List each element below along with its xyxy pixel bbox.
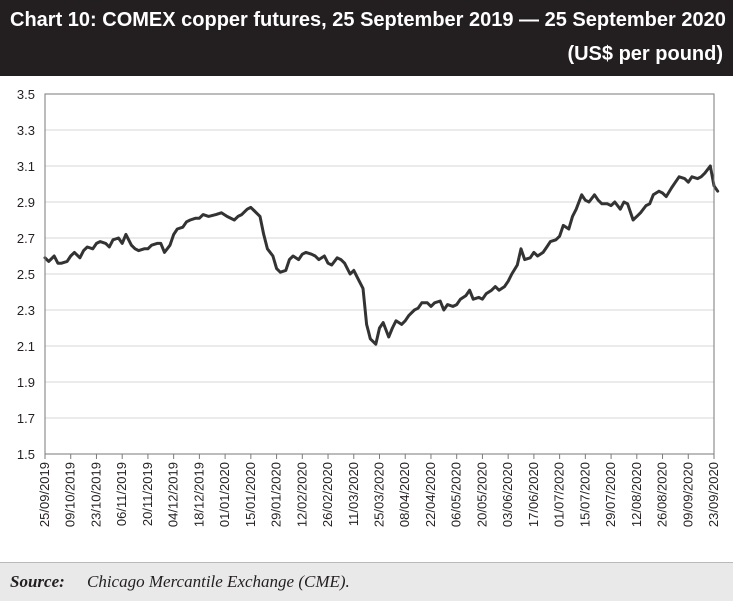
chart-header: Chart 10: COMEX copper futures, 25 Septe…	[0, 0, 733, 76]
x-tick-label: 08/04/2020	[397, 462, 412, 527]
source-footer: Source: Chicago Mercantile Exchange (CME…	[0, 562, 733, 601]
y-axis-ticks: 1.5 1.7 1.9 2.1 2.3 2.5 2.7 2.9 3.1 3.3 3.5	[17, 87, 35, 462]
x-tick-label: 25/09/2019	[37, 462, 52, 527]
x-tick-label: 26/02/2020	[320, 462, 335, 527]
x-tick-label: 26/08/2020	[655, 462, 670, 527]
x-tick-label: 04/12/2019	[166, 462, 181, 527]
x-tick-label: 23/09/2020	[706, 462, 721, 527]
x-tick-label: 18/12/2019	[191, 462, 206, 527]
x-axis-ticks: 25/09/2019 09/10/2019 23/10/2019 06/11/2019…	[37, 454, 721, 527]
series-line	[43, 164, 720, 346]
x-tick-label: 12/08/2020	[629, 462, 644, 527]
gridlines	[45, 93, 714, 455]
x-tick-label: 15/07/2020	[577, 462, 592, 527]
y-tick-label: 2.5	[17, 267, 35, 282]
y-tick-label: 3.1	[17, 159, 35, 174]
x-tick-label: 29/07/2020	[603, 462, 618, 527]
y-tick-label: 2.3	[17, 303, 35, 318]
x-tick-label: 22/04/2020	[423, 462, 438, 527]
chart-area: 1.5 1.7 1.9 2.1 2.3 2.5 2.7 2.9 3.1 3.3 3.5 25/09/…	[0, 76, 733, 562]
x-tick-label: 03/06/2020	[500, 462, 515, 527]
x-tick-label: 20/05/2020	[474, 462, 489, 527]
x-tick-label: 01/07/2020	[552, 462, 567, 527]
x-tick-label: 23/10/2019	[88, 462, 103, 527]
plot-border	[44, 93, 715, 455]
y-tick-label: 1.7	[17, 411, 35, 426]
y-tick-label: 3.5	[17, 87, 35, 102]
y-tick-label: 1.9	[17, 375, 35, 390]
y-tick-label: 3.3	[17, 123, 35, 138]
x-tick-label: 09/10/2019	[63, 462, 78, 527]
y-tick-label: 2.9	[17, 195, 35, 210]
x-tick-label: 29/01/2020	[269, 462, 284, 527]
y-tick-label: 1.5	[17, 447, 35, 462]
x-tick-label: 11/03/2020	[346, 462, 361, 526]
x-tick-label: 15/01/2020	[243, 462, 258, 527]
x-tick-label: 20/11/2019	[140, 462, 155, 526]
line-chart: 1.5 1.7 1.9 2.1 2.3 2.5 2.7 2.9 3.1 3.3 3.5 25/09/…	[17, 87, 721, 527]
series-layer	[43, 164, 720, 346]
x-tick-label: 17/06/2020	[526, 462, 541, 527]
chart-unit: (US$ per pound)	[567, 43, 723, 65]
x-tick-label: 09/09/2020	[680, 462, 695, 527]
chart-title: Chart 10: COMEX copper futures, 25 Septe…	[10, 9, 726, 31]
source-text: Chicago Mercantile Exchange (CME).	[87, 572, 350, 591]
x-tick-label: 01/01/2020	[217, 462, 232, 527]
y-tick-label: 2.7	[17, 231, 35, 246]
x-tick-label: 25/03/2020	[372, 462, 387, 527]
source-label: Source:	[10, 572, 65, 591]
x-tick-label: 06/05/2020	[449, 462, 464, 527]
x-tick-label: 12/02/2020	[294, 462, 309, 527]
y-tick-label: 2.1	[17, 339, 35, 354]
x-tick-label: 06/11/2019	[114, 462, 129, 526]
